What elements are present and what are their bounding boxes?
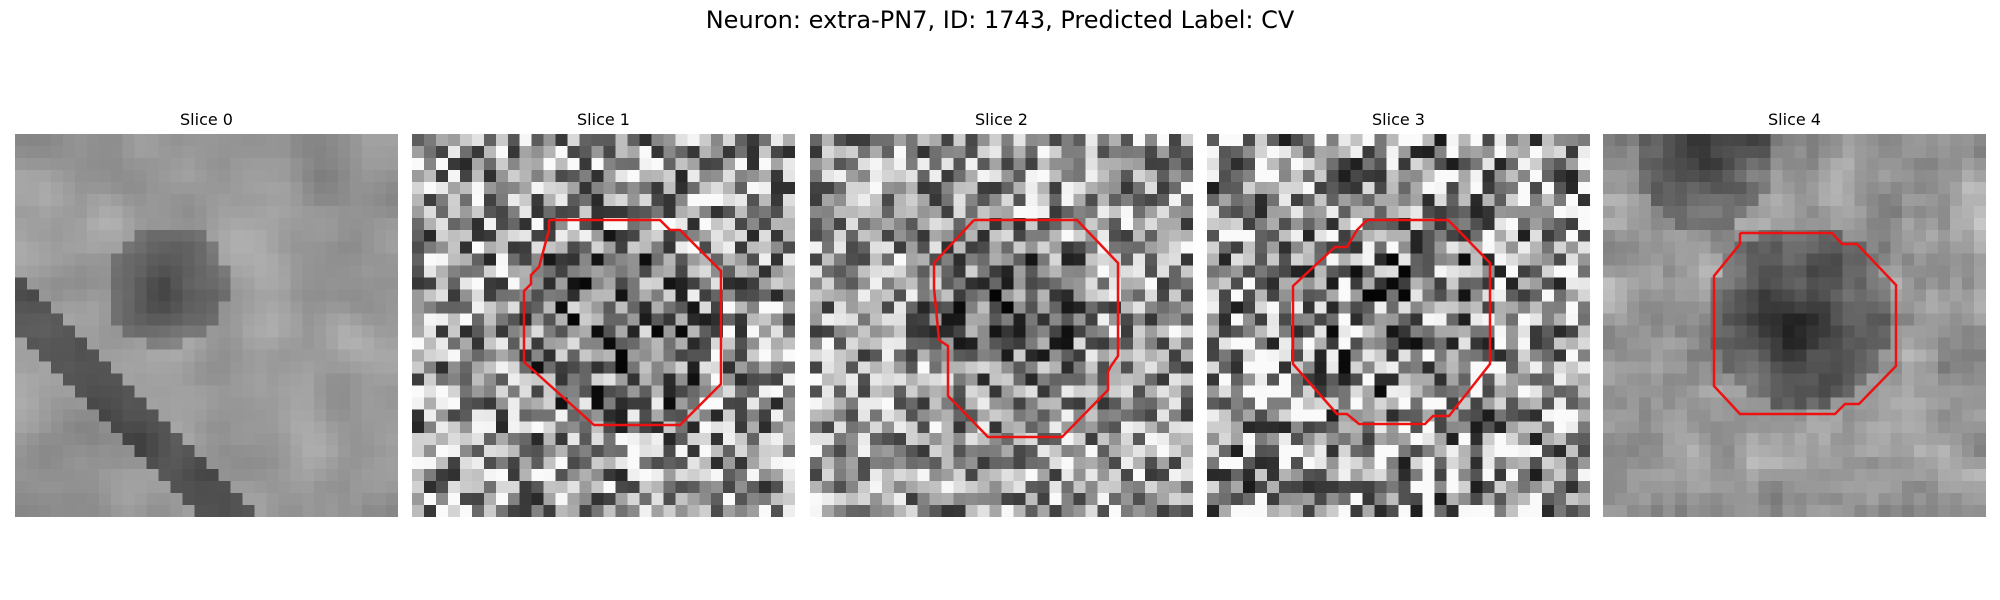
slice-panel-1: Slice 1 — [412, 108, 795, 517]
slice-panel-3: Slice 3 — [1207, 108, 1590, 517]
slice-image — [1207, 134, 1590, 517]
slice-image — [1603, 134, 1986, 517]
segmentation-contour — [1712, 231, 1898, 416]
microscopy-image — [1603, 134, 1986, 517]
slice-title: Slice 1 — [577, 110, 630, 129]
segmentation-contour — [932, 218, 1120, 439]
slice-image — [412, 134, 795, 517]
slice-title: Slice 4 — [1768, 110, 1821, 129]
slice-panel-4: Slice 4 — [1603, 108, 1986, 517]
microscopy-image — [810, 134, 1193, 517]
microscopy-image — [412, 134, 795, 517]
slice-panel-0: Slice 0 — [15, 108, 398, 517]
segmentation-contour — [522, 218, 723, 427]
slice-panel-2: Slice 2 — [810, 108, 1193, 517]
figure-title: Neuron: extra-PN7, ID: 1743, Predicted L… — [705, 6, 1295, 34]
microscopy-image — [1207, 134, 1590, 517]
slice-title: Slice 0 — [180, 110, 233, 129]
segmentation-contour — [1291, 218, 1492, 426]
slice-title: Slice 2 — [975, 110, 1028, 129]
microscopy-image — [15, 134, 398, 517]
slice-image — [15, 134, 398, 517]
slice-image — [810, 134, 1193, 517]
slice-title: Slice 3 — [1372, 110, 1425, 129]
